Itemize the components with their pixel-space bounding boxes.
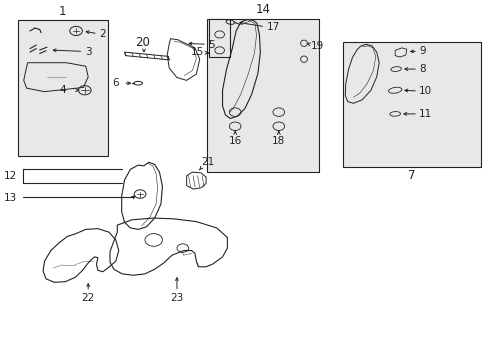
Bar (206, 19, 318, 172)
Text: 23: 23 (170, 293, 183, 303)
Bar (18, 20, 107, 156)
Text: 5: 5 (207, 40, 214, 50)
Text: 11: 11 (418, 109, 431, 119)
Text: 17: 17 (266, 22, 279, 32)
Text: 6: 6 (112, 78, 119, 88)
Text: 22: 22 (81, 293, 95, 303)
Text: 1: 1 (59, 5, 66, 18)
Text: 14: 14 (255, 3, 270, 16)
Text: 18: 18 (272, 136, 285, 146)
Text: 20: 20 (135, 36, 150, 49)
Text: 16: 16 (228, 136, 241, 146)
Text: 8: 8 (418, 64, 425, 74)
Text: 21: 21 (201, 157, 214, 167)
Text: 3: 3 (84, 47, 91, 57)
Text: 10: 10 (418, 86, 431, 96)
Text: 19: 19 (311, 41, 324, 51)
Text: 9: 9 (418, 46, 425, 57)
Text: 15: 15 (190, 47, 203, 57)
Text: 4: 4 (60, 85, 66, 95)
Text: 13: 13 (3, 193, 17, 203)
Text: 7: 7 (407, 169, 415, 183)
Text: 12: 12 (3, 171, 17, 181)
Bar (209, 19, 230, 57)
Bar (342, 41, 480, 167)
Text: 2: 2 (99, 29, 105, 39)
